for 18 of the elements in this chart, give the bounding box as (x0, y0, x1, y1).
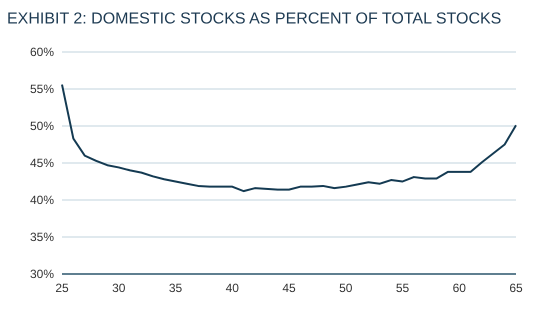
x-tick-label: 55 (396, 281, 410, 295)
x-tick-label: 45 (282, 281, 296, 295)
y-tick-label: 50% (30, 119, 54, 133)
x-tick-label: 35 (168, 281, 182, 295)
y-tick-label: 60% (30, 45, 54, 59)
x-tick-label: 60 (452, 281, 466, 295)
y-tick-label: 30% (30, 267, 54, 281)
y-tick-label: 55% (30, 82, 54, 96)
y-tick-label: 35% (30, 230, 54, 244)
x-tick-label: 65 (509, 281, 523, 295)
x-tick-label: 50 (339, 281, 353, 295)
line-series (61, 84, 517, 192)
x-tick-label: 40 (226, 281, 240, 295)
x-tick-label: 30 (112, 281, 126, 295)
x-tick-label: 25 (55, 281, 69, 295)
y-tick-label: 45% (30, 156, 54, 170)
y-tick-label: 40% (30, 193, 54, 207)
chart-title: EXHIBIT 2: DOMESTIC STOCKS AS PERCENT OF TOTAL STOCKS (7, 10, 502, 28)
